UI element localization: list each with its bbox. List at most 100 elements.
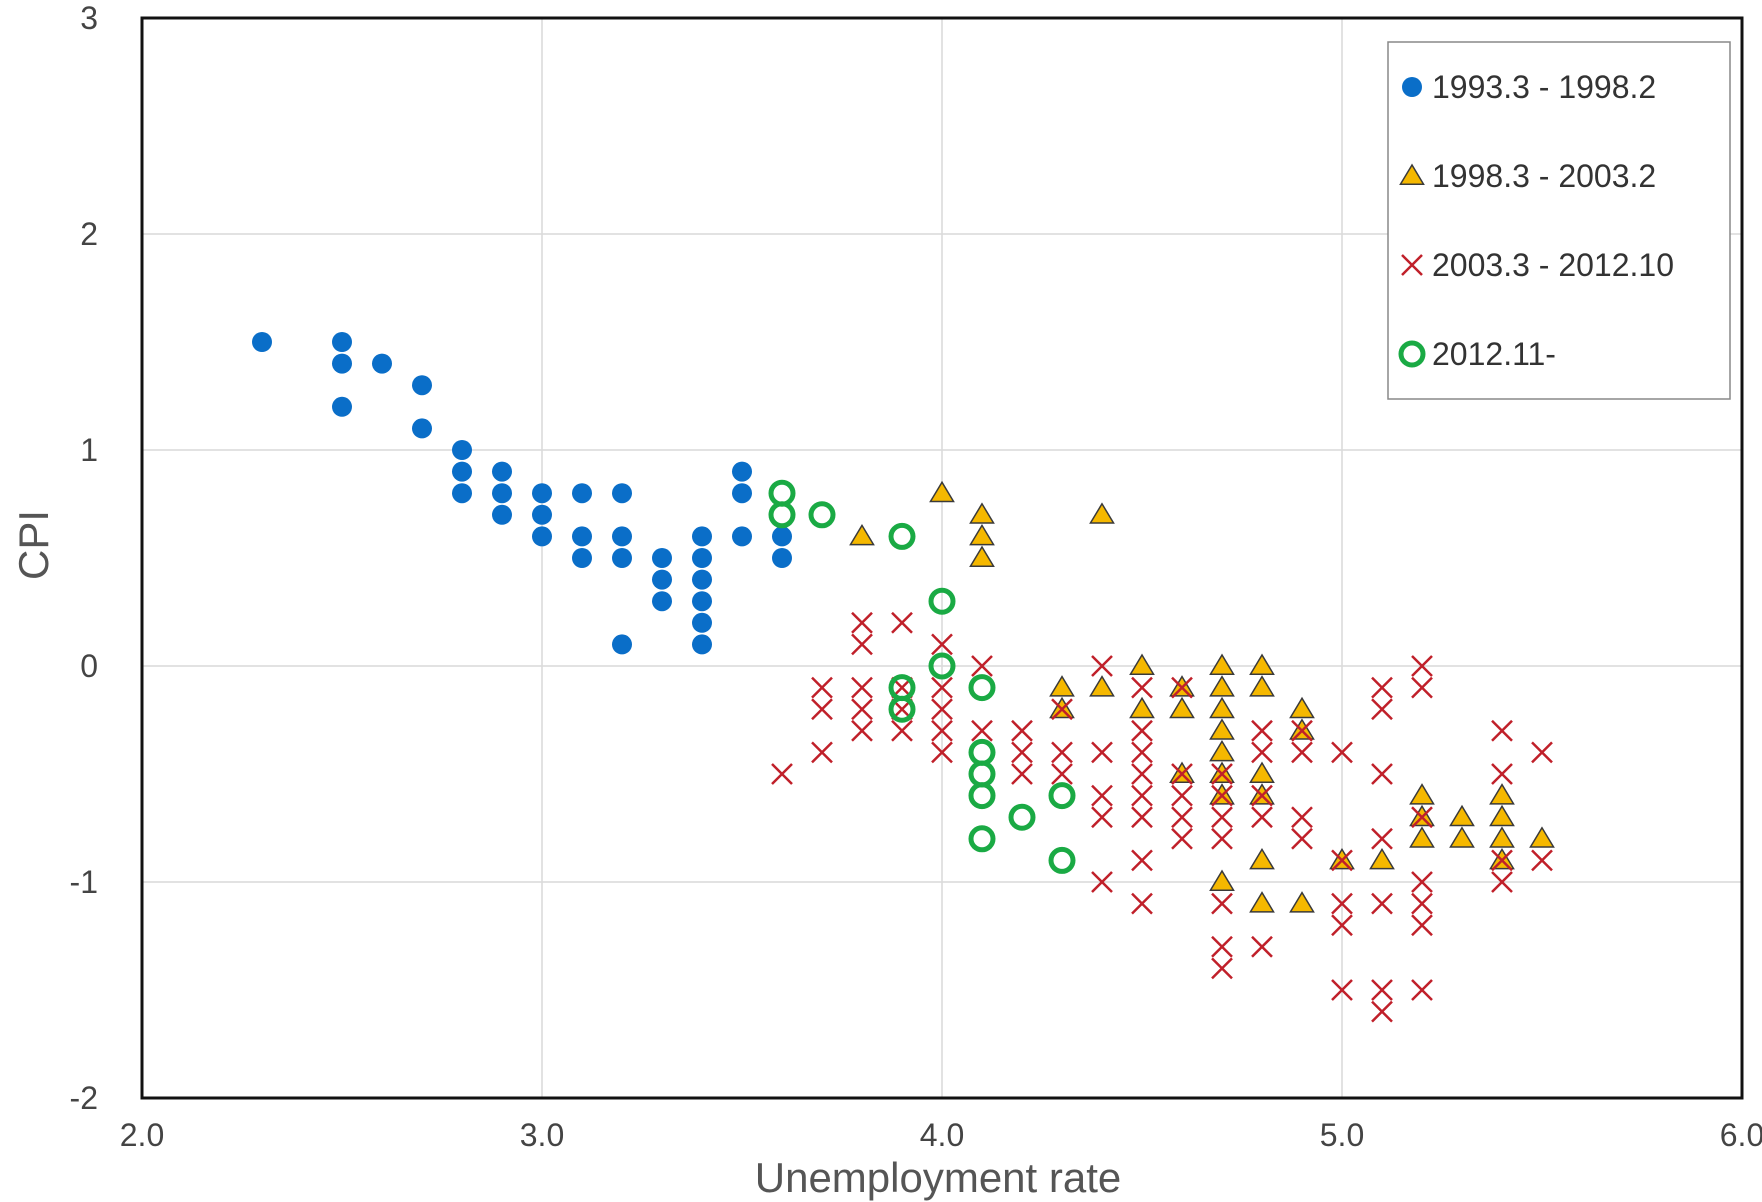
- data-point-cross: [1491, 849, 1513, 872]
- data-point-ring: [808, 501, 836, 529]
- data-point-circle: [412, 418, 432, 439]
- data-point-cross: [1491, 719, 1513, 742]
- data-point-cross: [1011, 719, 1033, 742]
- data-point-circle: [452, 440, 472, 460]
- data-point-triangle: [1209, 869, 1235, 891]
- data-point-circle: [332, 353, 352, 374]
- data-point-cross: [851, 698, 873, 721]
- series-triangle-group: [849, 480, 1555, 913]
- data-point-circle: [572, 526, 592, 547]
- data-point-cross: [771, 763, 793, 785]
- data-point-circle: [572, 548, 592, 568]
- plot-frame: [140, 16, 1744, 1100]
- data-point-triangle: [969, 502, 995, 524]
- data-point-circle: [332, 332, 352, 352]
- series-cross-group: [771, 611, 1553, 1023]
- legend-marker-cross: [1401, 254, 1423, 276]
- data-point-circle: [692, 634, 712, 655]
- data-point-circle: [692, 526, 712, 547]
- data-point-circle: [612, 526, 632, 547]
- data-point-cross: [1371, 1000, 1393, 1023]
- data-point-cross: [1131, 849, 1153, 872]
- data-point-circle: [652, 548, 672, 568]
- data-point-triangle: [1409, 783, 1435, 805]
- data-point-cross: [1491, 871, 1513, 893]
- data-point-cross: [1091, 655, 1113, 677]
- data-point-circle: [692, 548, 712, 568]
- data-point-cross: [1251, 806, 1273, 829]
- data-point-cross: [1331, 892, 1353, 915]
- data-point-circle: [332, 396, 352, 417]
- data-point-cross: [1131, 784, 1153, 807]
- x-tick-label: 4.0: [920, 1117, 964, 1153]
- data-point-triangle: [1249, 891, 1275, 913]
- data-point-circle: [532, 504, 552, 525]
- data-point-cross: [1411, 914, 1433, 937]
- data-point-cross: [851, 633, 873, 656]
- y-tick-label: -1: [70, 864, 98, 900]
- data-point-cross: [931, 676, 953, 699]
- data-point-circle: [492, 483, 512, 504]
- data-point-cross: [851, 611, 873, 634]
- data-point-circle: [612, 548, 632, 568]
- data-point-cross: [1331, 741, 1353, 764]
- data-point-cross: [1171, 784, 1193, 807]
- data-point-cross: [1171, 763, 1193, 785]
- data-point-cross: [1411, 806, 1433, 829]
- data-point-circle: [412, 375, 432, 396]
- data-point-cross: [1411, 892, 1433, 915]
- legend-box: [1387, 41, 1731, 400]
- data-point-cross: [1411, 871, 1433, 893]
- data-point-cross: [1251, 741, 1273, 764]
- data-point-triangle: [1449, 826, 1475, 848]
- data-point-cross: [1211, 827, 1233, 850]
- data-point-triangle: [1489, 783, 1515, 805]
- data-point-cross: [1211, 935, 1233, 958]
- data-point-cross: [1131, 741, 1153, 764]
- data-point-cross: [931, 741, 953, 764]
- data-point-cross: [1371, 827, 1393, 850]
- data-point-cross: [1131, 892, 1153, 915]
- legend-marker-circle: [1402, 77, 1422, 97]
- data-point-ring: [928, 587, 956, 615]
- y-tick-label: 1: [80, 432, 98, 468]
- data-point-cross: [1331, 979, 1353, 1001]
- legend: 1993.3 - 1998.2 1998.3 - 2003.2 2003.3 - 2…: [1387, 41, 1731, 400]
- data-point-ring: [1008, 803, 1036, 831]
- data-point-cross: [1251, 935, 1273, 958]
- x-tick-label: 6.0: [1720, 1117, 1762, 1153]
- data-point-cross: [1371, 698, 1393, 721]
- data-point-cross: [1371, 892, 1393, 915]
- data-point-circle: [652, 591, 672, 612]
- data-point-triangle: [1209, 696, 1235, 719]
- data-point-triangle: [1369, 847, 1395, 870]
- y-tick-label: 2: [80, 216, 98, 252]
- data-point-cross: [811, 698, 833, 721]
- data-points: [252, 332, 1555, 1023]
- data-point-circle: [572, 483, 592, 504]
- data-point-triangle: [1209, 739, 1235, 762]
- data-point-circle: [732, 461, 752, 482]
- data-point-triangle: [1489, 826, 1515, 848]
- data-point-cross: [1411, 979, 1433, 1001]
- data-point-cross: [1411, 676, 1433, 699]
- x-axis-title: Unemployment rate: [755, 1154, 1122, 1201]
- data-point-cross: [1291, 719, 1313, 742]
- data-point-cross: [971, 655, 993, 677]
- data-point-ring: [888, 522, 916, 550]
- data-point-cross: [1171, 676, 1193, 699]
- data-point-triangle: [1289, 891, 1315, 913]
- data-point-cross: [1371, 763, 1393, 785]
- data-point-cross: [1051, 698, 1073, 721]
- data-point-cross: [851, 676, 873, 699]
- data-point-triangle: [1129, 696, 1155, 719]
- data-point-ring: [928, 652, 956, 680]
- data-point-ring: [1048, 846, 1076, 874]
- data-point-cross: [1411, 655, 1433, 677]
- data-point-cross: [1131, 719, 1153, 742]
- data-point-triangle: [1529, 826, 1555, 848]
- data-point-circle: [372, 353, 392, 374]
- data-point-cross: [1131, 763, 1153, 785]
- data-point-cross: [931, 633, 953, 656]
